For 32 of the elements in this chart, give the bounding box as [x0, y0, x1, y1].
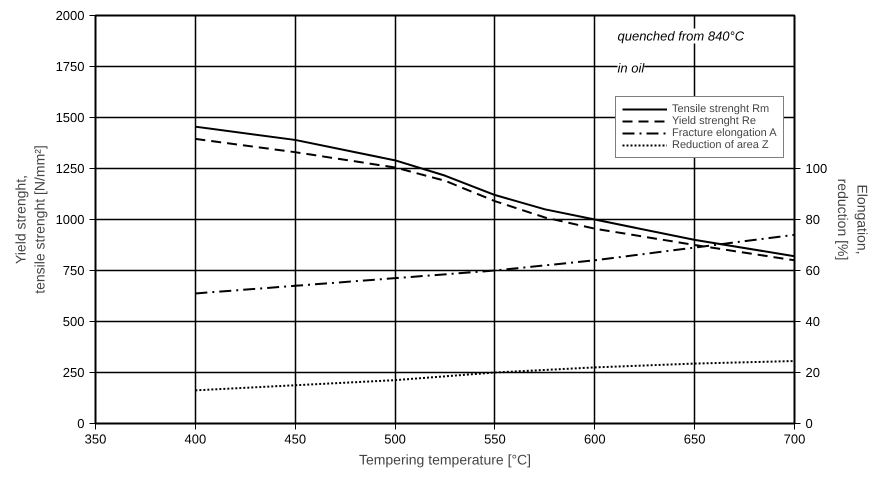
y-tick-label: 750 — [62, 263, 85, 278]
legend-label: Fracture elongation A — [672, 127, 777, 139]
x-tick-label: 550 — [484, 432, 506, 446]
y2-tick-label: 0 — [806, 416, 813, 431]
y-tick-label: 1250 — [56, 161, 84, 176]
y-axis-title: Yield strenght, tensile strenght [N/mm²] — [12, 145, 48, 294]
x-tick-label: 650 — [684, 432, 706, 446]
y2-tick-label: 60 — [806, 263, 820, 278]
annotation: quenched from 840°C — [618, 28, 745, 44]
y2-tick-label: 80 — [806, 212, 820, 227]
y-tick-label: 0 — [77, 416, 85, 431]
y-tick-label: 500 — [62, 314, 85, 329]
y2-tick-label: 20 — [806, 365, 820, 380]
y2-tick-label: 40 — [806, 314, 820, 329]
x-tick-label: 450 — [284, 432, 306, 446]
y-tick-label: 2000 — [56, 8, 84, 23]
x-tick-label: 600 — [584, 432, 606, 446]
legend-label: Reduction of area Z — [672, 139, 769, 151]
y-tick-label: 1500 — [56, 110, 84, 125]
y2-axis-title: Elongation, reduction [%] — [835, 178, 870, 260]
y-tick-label: 1750 — [56, 59, 84, 74]
y-tick-label: 1000 — [56, 212, 84, 227]
y2-tick-label: 100 — [806, 161, 828, 176]
annotation: in oil — [618, 60, 646, 76]
legend-label: Tensile strenght Rm — [672, 103, 770, 115]
legend-label: Yield strenght Re — [672, 115, 756, 127]
x-tick-label: 400 — [184, 432, 206, 446]
x-tick-label: 500 — [384, 432, 406, 446]
x-tick-label: 700 — [784, 432, 806, 446]
x-tick-label: 350 — [84, 432, 106, 446]
x-axis-title: Tempering temperature [°C] — [358, 452, 532, 468]
y-tick-label: 250 — [62, 365, 85, 380]
